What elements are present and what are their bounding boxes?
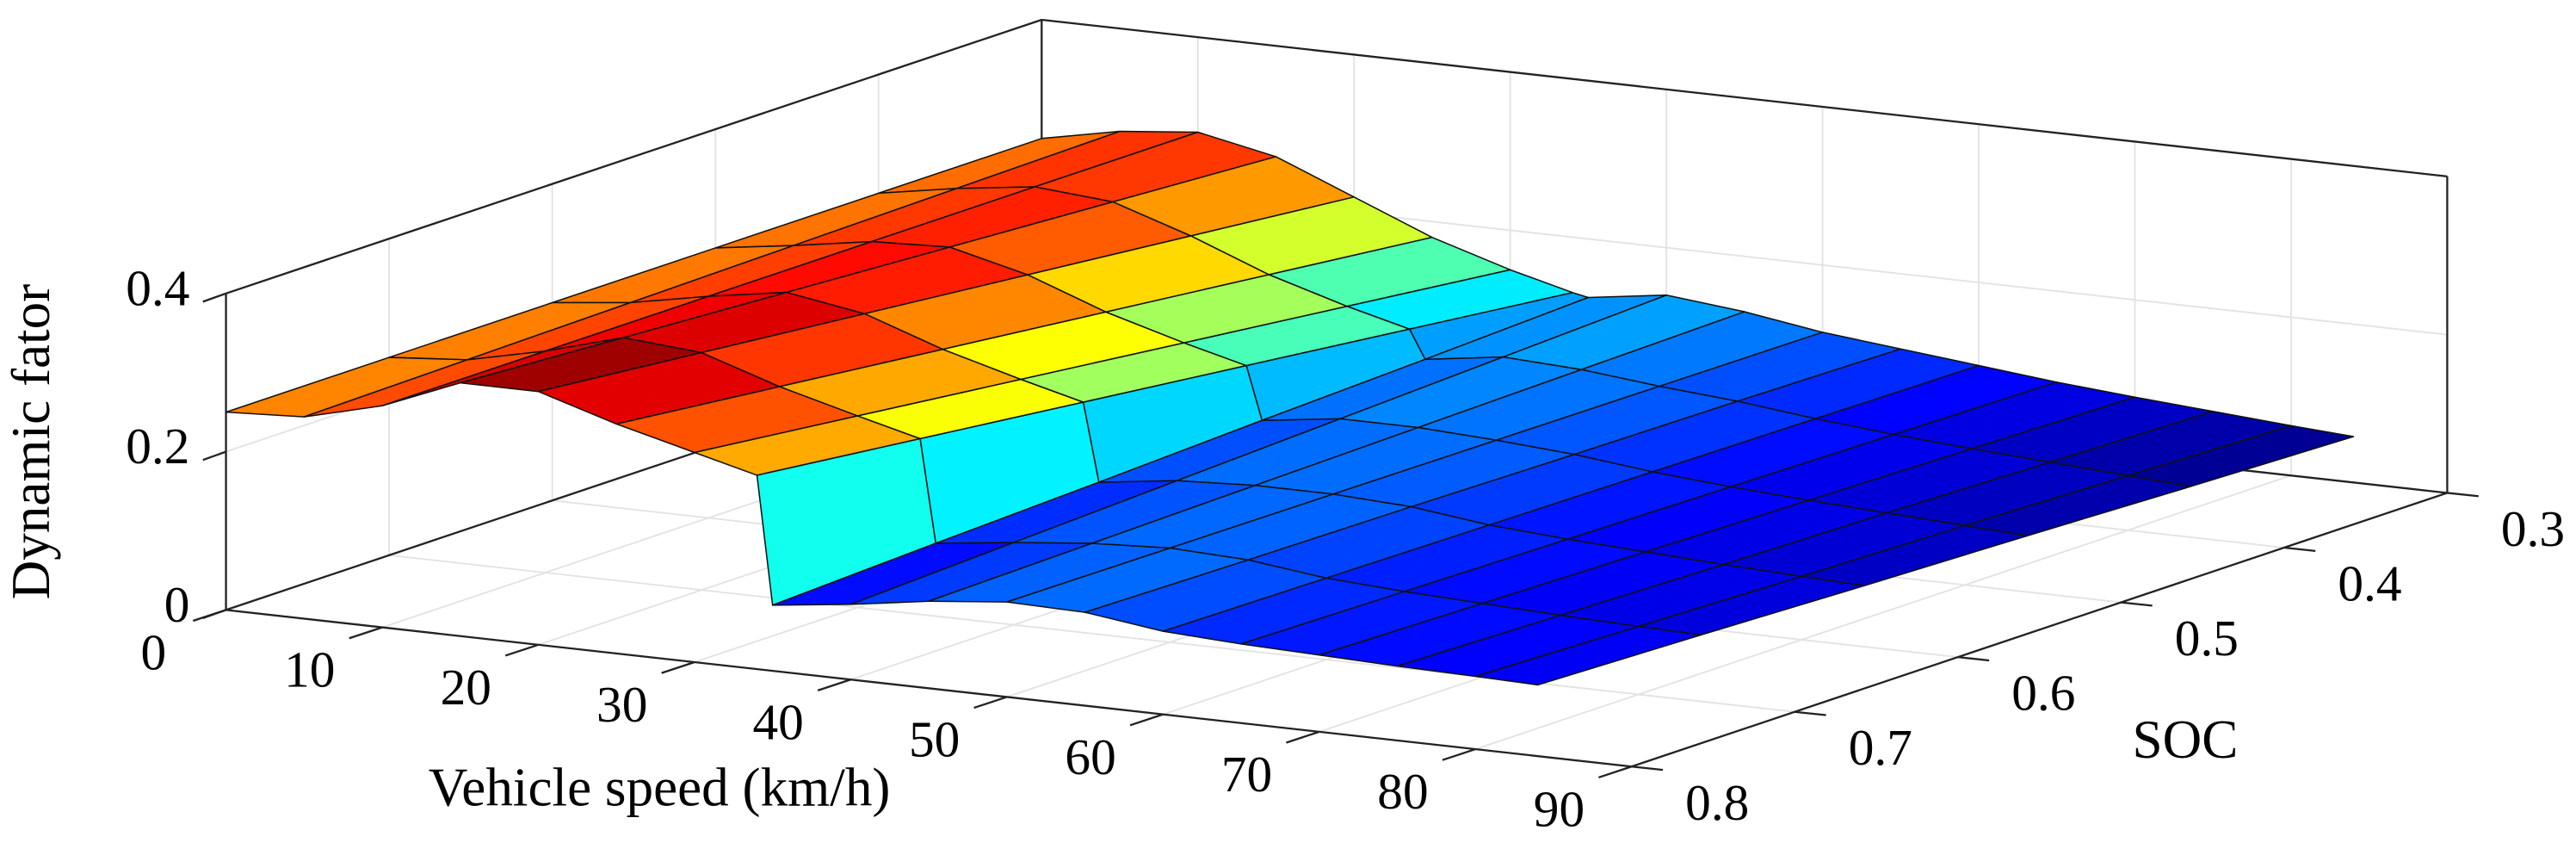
x-tick	[1286, 730, 1320, 744]
y-axis-title: SOC	[2133, 710, 2239, 770]
y-tick-label: 0.8	[1685, 774, 1749, 831]
x-tick	[1598, 765, 1633, 778]
y-tick-label: 0.7	[1849, 719, 1912, 776]
x-tick-label: 0	[140, 624, 166, 681]
x-tick-label: 30	[596, 676, 647, 733]
x-tick	[1129, 713, 1164, 727]
x-tick-label: 40	[752, 693, 803, 750]
x-tick	[349, 626, 383, 640]
y-tick	[1631, 765, 1664, 772]
z-tick	[202, 450, 226, 462]
x-tick	[661, 660, 695, 674]
z-tick	[202, 609, 226, 620]
x-tick-label: 70	[1221, 746, 1272, 803]
z-tick-label: 0.2	[126, 418, 189, 474]
grid-line	[1474, 474, 2292, 750]
axis-line	[1631, 492, 2448, 768]
y-tick	[2283, 546, 2316, 552]
y-tick	[1957, 656, 1990, 662]
x-tick	[817, 679, 851, 691]
y-tick-label: 0.6	[2011, 665, 2075, 722]
z-axis-title: Dynamic fator	[1, 284, 61, 600]
z-tick	[202, 292, 226, 303]
x-tick-label: 50	[909, 711, 960, 768]
y-tick-label: 0.5	[2175, 610, 2239, 666]
z-tick-label: 0	[164, 576, 190, 633]
x-tick-label: 60	[1065, 728, 1115, 785]
x-axis-title: Vehicle speed (km/h)	[429, 757, 891, 817]
y-tick	[1795, 710, 1826, 716]
surface-patch	[1474, 625, 1702, 686]
z-tick-label: 0.4	[126, 259, 189, 316]
y-tick	[2121, 601, 2153, 607]
y-tick	[2447, 492, 2479, 498]
x-tick-label: 90	[1534, 780, 1585, 837]
grid-line	[388, 554, 1795, 713]
x-tick	[973, 696, 1008, 710]
x-tick-label: 20	[441, 659, 491, 716]
x-tick-label: 80	[1377, 763, 1428, 820]
surface	[225, 130, 2355, 686]
axis-line	[225, 609, 1632, 768]
y-tick-label: 0.3	[2501, 500, 2565, 557]
x-tick	[1442, 747, 1476, 761]
axis-line	[1041, 18, 2448, 177]
x-tick	[504, 643, 539, 657]
labels: 0 10 20 30 40 50 60 70 80 90 0.3 0.4 0.5 0.6 0.7 0.8 0 0.…	[126, 259, 2565, 837]
axis-line	[225, 18, 1042, 294]
x-tick-label: 10	[284, 641, 335, 698]
y-tick-label: 0.4	[2338, 555, 2401, 612]
